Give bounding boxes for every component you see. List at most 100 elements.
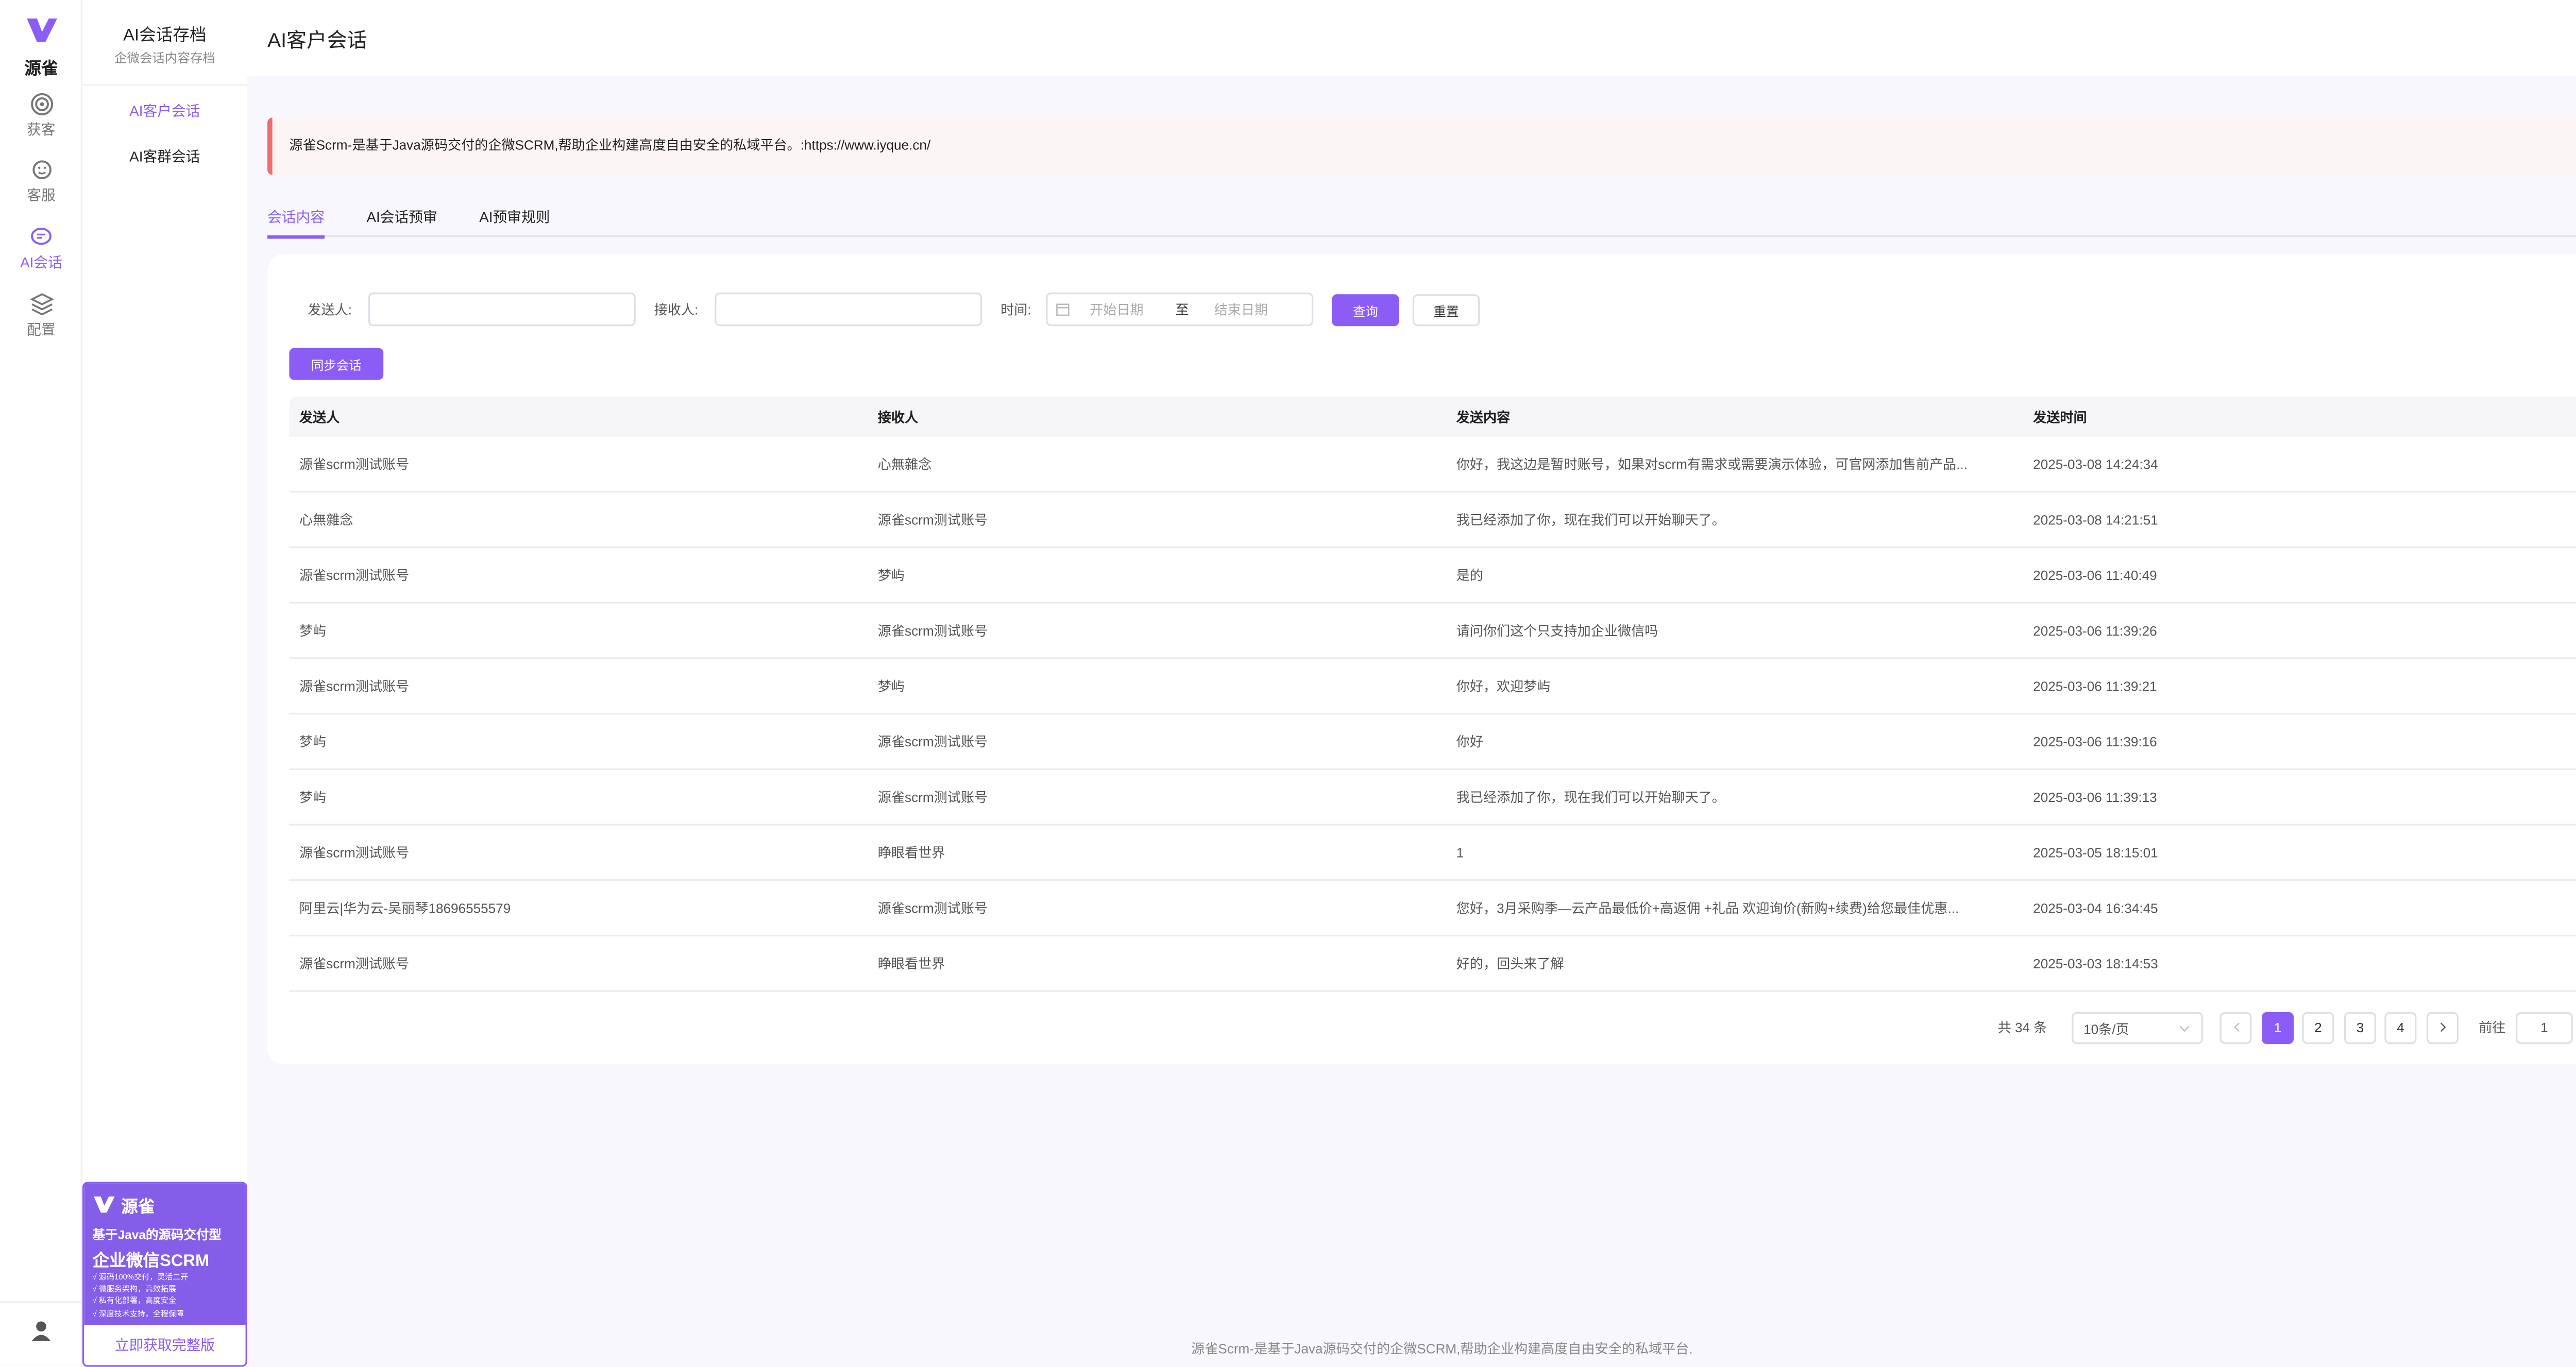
rail-item-config[interactable]: 配置: [0, 293, 82, 339]
time-cell: 2025-03-06 11:39:26: [2033, 623, 2157, 638]
content-cell: 你好，我这边是暂时账号，如果对scrm有需求或需要演示体验，可官网添加售前产品.…: [1456, 456, 1968, 472]
sender-cell: 梦屿: [299, 623, 327, 638]
table-row[interactable]: 阿里云|华为云-吴丽琴18696555579 源雀scrm测试账号 您好，3月采购季…: [289, 881, 2576, 937]
logo: 源雀: [0, 17, 82, 79]
main-content: AI客户会话 源雀Scrm-是基于Java源码交付的企微SCRM,帮助企业构建高…: [247, 0, 2576, 1367]
content-cell: 请问你们这个只支持加企业微信吗: [1456, 623, 1658, 638]
table-row[interactable]: 源雀scrm测试账号 梦屿 你好，欢迎梦屿 2025-03-06 11:39:21: [289, 659, 2576, 715]
total-count: 共 34 条: [1997, 1020, 2047, 1036]
reset-button[interactable]: 重置: [1412, 294, 1480, 327]
rail-label: 配置: [27, 321, 56, 338]
sender-label: 发送人:: [308, 302, 352, 318]
sender-cell: 心無雜念: [299, 511, 353, 527]
info-alert: 源雀Scrm-是基于Java源码交付的企微SCRM,帮助企业构建高度自由安全的私…: [267, 117, 2576, 175]
rail-item-acquire[interactable]: 获客: [0, 93, 82, 140]
page-button[interactable]: 4: [2384, 1012, 2417, 1044]
time-cell: 2025-03-08 14:24:34: [2033, 456, 2158, 472]
time-cell: 2025-03-03 18:14:53: [2033, 955, 2158, 971]
receiver-cell: 源雀scrm测试账号: [877, 623, 988, 638]
table-row[interactable]: 梦屿 源雀scrm测试账号 请问你们这个只支持加企业微信吗 2025-03-06 11…: [289, 604, 2576, 659]
sender-input[interactable]: [368, 292, 636, 327]
goto-page-input[interactable]: [2515, 1012, 2573, 1044]
sender-cell: 源雀scrm测试账号: [299, 678, 410, 694]
sidebar-item-ai-customer-chat[interactable]: AI客户会话: [129, 102, 200, 119]
page-button[interactable]: 1: [2262, 1012, 2294, 1044]
content-cell: 您好，3月采购季—云产品最低价+高返佣 +礼品 欢迎询价(新购+续费)给您最佳优…: [1456, 900, 1959, 916]
content-cell: 你好: [1456, 733, 1483, 749]
time-cell: 2025-03-06 11:39:21: [2033, 678, 2157, 694]
receiver-input[interactable]: [715, 292, 982, 327]
sender-cell: 梦屿: [299, 733, 327, 749]
tab-ai-prereview[interactable]: AI会话预审: [366, 208, 437, 226]
chat-bubbles-icon: [30, 227, 51, 245]
promo-feature: √ 私有化部署，高度安全: [92, 1296, 176, 1306]
logo-icon: [94, 1196, 115, 1213]
table-row[interactable]: 源雀scrm测试账号 睁眼看世界 1 2025-03-05 18:15:01: [289, 826, 2576, 881]
page-size-select[interactable]: 10条/页: [2072, 1012, 2203, 1044]
range-separator: 至: [1175, 302, 1189, 318]
sidebar-title: AI会话存档: [123, 27, 207, 46]
promo-banner[interactable]: 源雀 基于Java的源码交付型 企业微信SCRM √ 源码100%交付，灵活二开…: [82, 1182, 247, 1367]
user-avatar[interactable]: [30, 1320, 52, 1350]
rail-label: 客服: [27, 186, 56, 203]
prev-page-button[interactable]: [2219, 1012, 2252, 1044]
time-label: 时间:: [1001, 302, 1031, 318]
content-card: 发送人: 接收人: 时间: 开始日期 至 结束日期 查询 重置 同步会话 发送人…: [267, 253, 2576, 1065]
column-header: 接收人: [877, 409, 919, 425]
sender-cell: 阿里云|华为云-吴丽琴18696555579: [299, 900, 511, 916]
table-row[interactable]: 源雀scrm测试账号 心無雜念 你好，我这边是暂时账号，如果对scrm有需求或需要演…: [289, 437, 2576, 493]
page-button[interactable]: 2: [2302, 1012, 2334, 1044]
time-cell: 2025-03-08 14:21:51: [2033, 511, 2158, 527]
table-header: 发送人 接收人 发送内容 发送时间: [289, 397, 2576, 437]
content-cell: 1: [1456, 845, 1464, 860]
table-row[interactable]: 梦屿 源雀scrm测试账号 我已经添加了你，现在我们可以开始聊天了。 2025-03-…: [289, 770, 2576, 826]
smile-headset-icon: [31, 160, 51, 179]
tab-chat-content[interactable]: 会话内容: [267, 208, 325, 226]
rail-item-ai-chat[interactable]: AI会话: [0, 225, 82, 272]
date-range-picker[interactable]: 开始日期 至 结束日期: [1046, 292, 1314, 327]
time-cell: 2025-03-06 11:39:13: [2033, 789, 2157, 805]
receiver-cell: 源雀scrm测试账号: [877, 789, 988, 805]
table-row[interactable]: 梦屿 源雀scrm测试账号 你好 2025-03-06 11:39:16: [289, 714, 2576, 770]
receiver-cell: 梦屿: [877, 678, 905, 694]
receiver-cell: 梦屿: [877, 567, 905, 583]
page-button[interactable]: 3: [2344, 1012, 2377, 1044]
next-page-button[interactable]: [2426, 1012, 2459, 1044]
chevron-down-icon: [2179, 1026, 2189, 1032]
table-row[interactable]: 心無雜念 源雀scrm测试账号 我已经添加了你，现在我们可以开始聊天了。 2025-0…: [289, 492, 2576, 549]
sender-cell: 源雀scrm测试账号: [299, 456, 410, 472]
tab-ai-rules[interactable]: AI预审规则: [479, 208, 550, 226]
rail-item-service[interactable]: 客服: [0, 158, 82, 205]
receiver-cell: 源雀scrm测试账号: [877, 733, 988, 749]
divider: [0, 1301, 82, 1303]
sender-cell: 源雀scrm测试账号: [299, 955, 410, 971]
content-cell: 好的，回头来了解: [1456, 955, 1564, 971]
icon-rail: 源雀 获客 客服 AI会话 配置: [0, 0, 82, 1367]
time-cell: 2025-03-05 18:15:01: [2033, 845, 2158, 860]
pagination: 共 34 条 10条/页 1 2 3 4 前往 页: [267, 1012, 2576, 1044]
time-cell: 2025-03-04 16:34:45: [2033, 900, 2158, 916]
sender-cell: 源雀scrm测试账号: [299, 845, 410, 860]
receiver-cell: 心無雜念: [877, 456, 932, 472]
sidebar-subtitle: 企微会话内容存档: [114, 50, 215, 66]
receiver-cell: 源雀scrm测试账号: [877, 900, 988, 916]
receiver-cell: 睁眼看世界: [877, 845, 945, 860]
table-row[interactable]: 源雀scrm测试账号 梦屿 是的 2025-03-06 11:40:49: [289, 548, 2576, 604]
sender-cell: 源雀scrm测试账号: [299, 567, 410, 583]
tabs: 会话内容 AI会话预审 AI预审规则: [267, 202, 2576, 238]
column-header: 发送内容: [1456, 409, 1511, 425]
promo-headline: 企业微信SCRM: [92, 1252, 210, 1271]
column-header: 发送时间: [2033, 409, 2087, 425]
chat-table: 发送人 接收人 发送内容 发送时间 源雀scrm测试账号 心無雜念 你好，我这边是暂…: [289, 397, 2576, 992]
layers-icon: [29, 293, 53, 316]
search-button[interactable]: 查询: [1332, 294, 1399, 327]
secondary-sidebar: AI会话存档 企微会话内容存档 AI客户会话 AI客群会话 源雀 基于Java的…: [82, 0, 247, 1367]
sync-chats-button[interactable]: 同步会话: [289, 348, 384, 380]
footer-text: 源雀Scrm-是基于Java源码交付的企微SCRM,帮助企业构建高度自由安全的私…: [1191, 1341, 1693, 1357]
sidebar-item-ai-group-chat[interactable]: AI客群会话: [129, 148, 200, 165]
active-tab-indicator: [267, 235, 325, 238]
content-cell: 是的: [1456, 567, 1483, 583]
sender-cell: 梦屿: [299, 789, 327, 805]
table-row[interactable]: 源雀scrm测试账号 睁眼看世界 好的，回头来了解 2025-03-03 18:14:…: [289, 936, 2576, 992]
get-full-version-link[interactable]: 立即获取完整版: [114, 1336, 215, 1354]
